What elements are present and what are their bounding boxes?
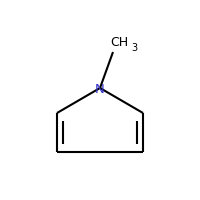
Text: CH: CH (110, 36, 128, 48)
Text: N: N (95, 83, 105, 96)
Text: 3: 3 (131, 43, 137, 53)
